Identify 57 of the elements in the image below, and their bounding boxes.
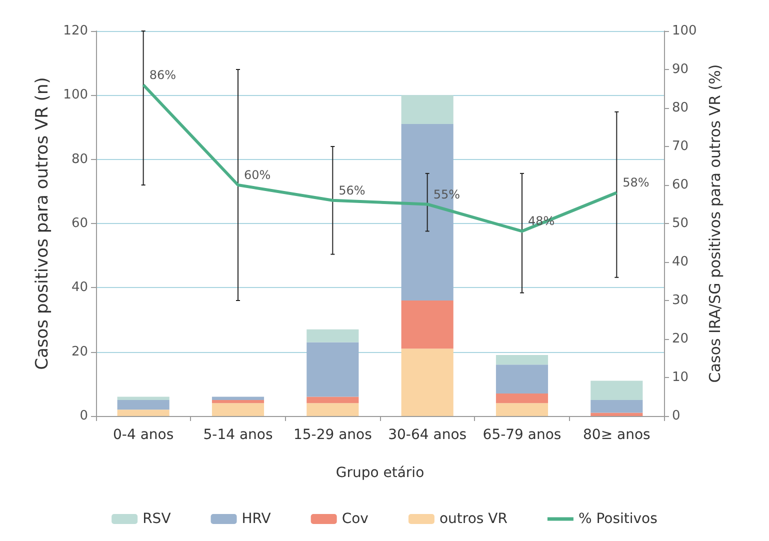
bar: [117, 400, 170, 410]
bar: [212, 400, 264, 404]
bar: [306, 329, 359, 342]
bar: [496, 355, 548, 365]
data-label: 56%: [338, 183, 366, 198]
y2-tick-label: 30: [672, 293, 689, 308]
x-tick-label: 65-79 anos: [482, 427, 562, 443]
x-tick-label: 5-14 anos: [203, 427, 273, 443]
y-tick-label: 0: [80, 408, 88, 424]
y-axis-title: Casos positivos para outros VR (n): [32, 77, 52, 370]
y2-tick-label: 20: [672, 332, 689, 346]
y-tick-label: 80: [71, 152, 88, 167]
legend-label: RSV: [142, 511, 172, 527]
y2-tick-label: 80: [672, 100, 689, 116]
y2-tick-label: 100: [672, 24, 697, 38]
y-tick-label: 60: [71, 216, 88, 231]
x-tick-label: 30-64 anos: [388, 427, 467, 443]
bar: [401, 348, 454, 416]
line-series: [142, 83, 618, 233]
legend-label: Cov: [342, 511, 368, 527]
bar: [496, 364, 548, 394]
y2-tick-label: 10: [672, 370, 689, 385]
y-tick-label: 20: [71, 344, 88, 360]
y-tick-label: 40: [71, 280, 88, 296]
bar: [496, 403, 548, 416]
y2-tick-label: 40: [672, 254, 689, 270]
y2-axis-title: Casos IRA/SG positivos para outros VR (%): [706, 64, 724, 383]
y2-tick-label: 50: [672, 216, 689, 231]
bar: [117, 410, 170, 416]
legend-label: HRV: [242, 511, 272, 527]
legend-label: outros VR: [439, 511, 508, 527]
bar: [401, 95, 454, 124]
legend-label: % Positivos: [578, 511, 658, 527]
bar: [306, 396, 359, 404]
y2-tick-label: 60: [672, 178, 689, 192]
x-tick-label: 0-4 anos: [113, 427, 174, 443]
bar: [401, 300, 454, 349]
bar: [306, 403, 359, 416]
data-label: 60%: [244, 168, 271, 182]
data-label: 58%: [622, 176, 650, 190]
y2-tick-label: 90: [672, 62, 689, 77]
bar: [117, 396, 170, 400]
bar: [212, 396, 264, 400]
bar: [590, 400, 643, 413]
bar: [212, 403, 264, 416]
bar: [306, 342, 359, 397]
x-tick-label: 15-29 anos: [293, 427, 372, 443]
bar: [590, 412, 643, 416]
data-label: 86%: [149, 68, 176, 82]
y2-tick-label: 0: [672, 408, 680, 424]
x-tick-label: 80≥ anos: [583, 427, 650, 443]
bar: [496, 394, 548, 404]
x-axis-title: Grupo etário: [336, 465, 424, 481]
bar: [590, 380, 643, 400]
y-tick-label: 120: [63, 24, 88, 38]
y2-tick-label: 70: [672, 139, 689, 154]
y-tick-label: 100: [63, 88, 88, 103]
